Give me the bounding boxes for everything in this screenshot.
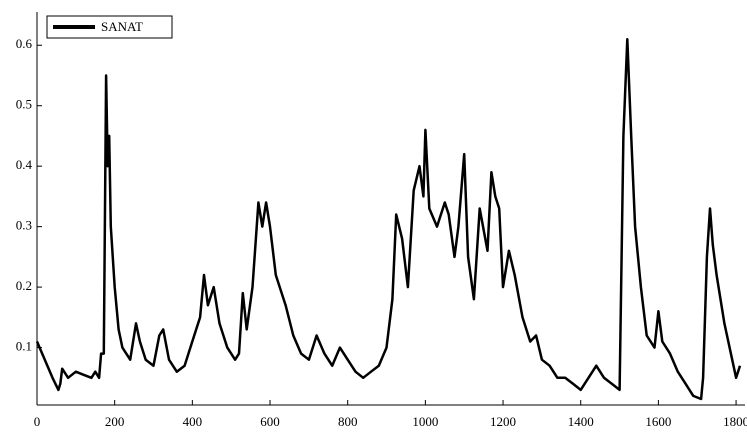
y-tick-label: 0.5 bbox=[16, 97, 32, 112]
y-tick-label: 0.3 bbox=[16, 218, 32, 233]
x-tick-label: 0 bbox=[34, 414, 41, 429]
y-tick-label: 0.6 bbox=[16, 36, 33, 51]
x-tick-label: 400 bbox=[183, 414, 203, 429]
x-tick-label: 600 bbox=[260, 414, 280, 429]
x-tick-label: 800 bbox=[338, 414, 358, 429]
legend-label: SANAT bbox=[101, 19, 143, 34]
x-tick-label: 200 bbox=[105, 414, 125, 429]
x-tick-label: 1800 bbox=[723, 414, 747, 429]
legend-box bbox=[46, 15, 173, 39]
y-tick-label: 0.4 bbox=[16, 157, 33, 172]
x-tick-label: 1200 bbox=[490, 414, 516, 429]
x-tick-label: 1600 bbox=[645, 414, 671, 429]
x-tick-label: 1400 bbox=[568, 414, 594, 429]
y-tick-label: 0.2 bbox=[16, 278, 32, 293]
line-series bbox=[35, 37, 742, 401]
x-tick-label: 1000 bbox=[412, 414, 438, 429]
y-tick-label: 0.1 bbox=[16, 339, 32, 354]
